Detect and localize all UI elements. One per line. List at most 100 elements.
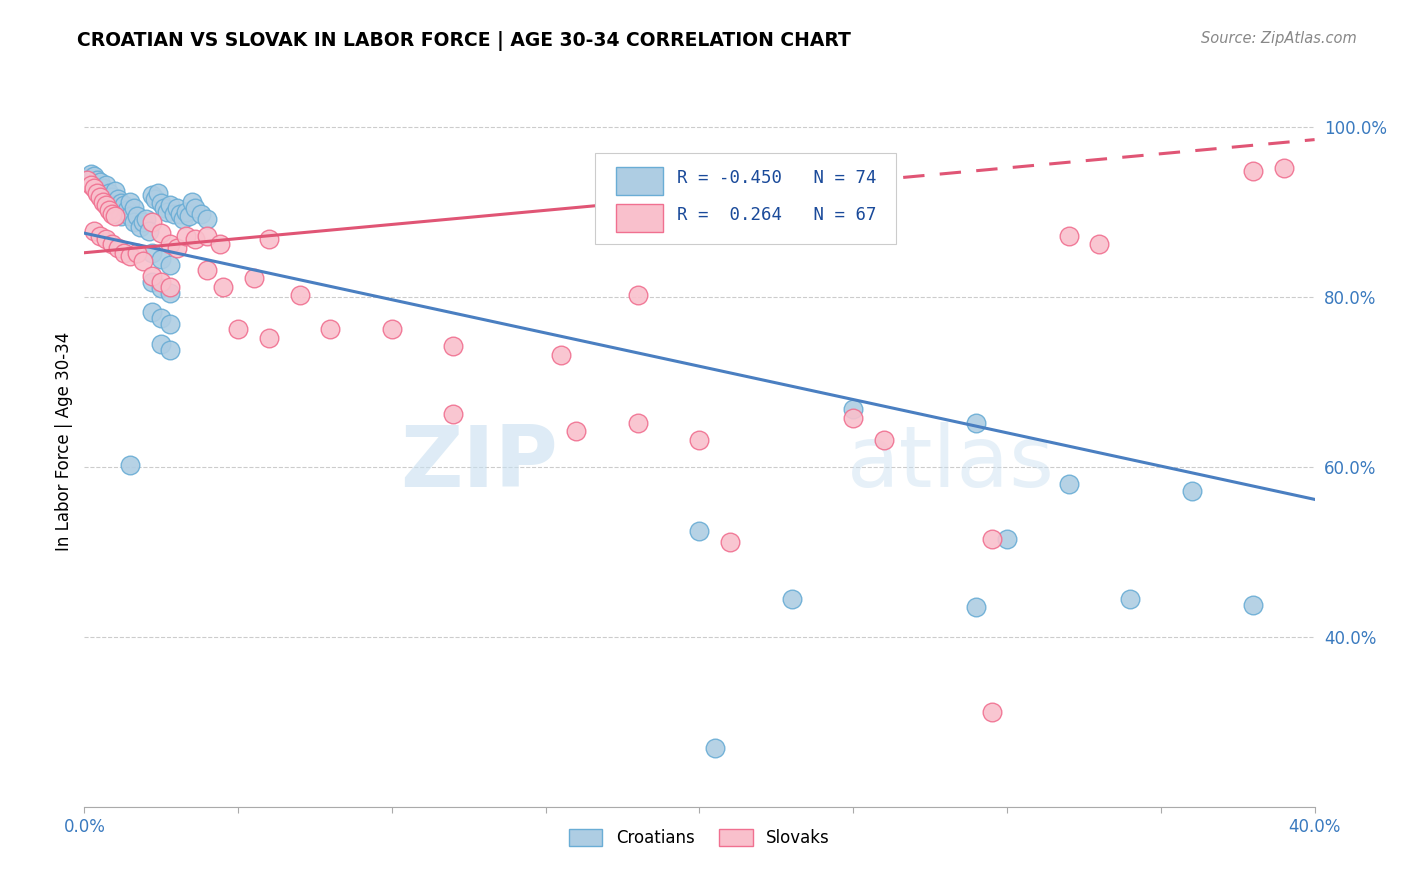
Point bbox=[125, 209, 148, 223]
Point bbox=[873, 433, 896, 447]
Point bbox=[689, 433, 711, 447]
Point bbox=[1181, 483, 1204, 498]
Point bbox=[1241, 598, 1264, 612]
Point bbox=[226, 322, 249, 336]
Point bbox=[94, 178, 117, 192]
Point bbox=[79, 178, 101, 192]
Point bbox=[1088, 237, 1111, 252]
Point bbox=[166, 201, 188, 215]
Point bbox=[381, 322, 404, 336]
Point bbox=[965, 600, 987, 615]
Point bbox=[980, 705, 1002, 719]
Point bbox=[627, 416, 650, 430]
Point bbox=[141, 275, 163, 289]
Point bbox=[780, 591, 803, 606]
Text: Source: ZipAtlas.com: Source: ZipAtlas.com bbox=[1201, 31, 1357, 46]
Point bbox=[1241, 164, 1264, 178]
Point bbox=[120, 209, 142, 223]
Point bbox=[117, 203, 139, 218]
Point bbox=[159, 237, 181, 252]
Point bbox=[150, 196, 173, 211]
Bar bbox=[616, 203, 662, 232]
Point bbox=[443, 339, 465, 353]
Point bbox=[197, 211, 219, 226]
Point bbox=[110, 209, 132, 223]
Point bbox=[150, 226, 173, 240]
Point bbox=[83, 169, 105, 184]
Point bbox=[98, 186, 120, 201]
Point bbox=[174, 228, 197, 243]
Point bbox=[79, 167, 101, 181]
Point bbox=[257, 232, 280, 246]
Text: CROATIAN VS SLOVAK IN LABOR FORCE | AGE 30-34 CORRELATION CHART: CROATIAN VS SLOVAK IN LABOR FORCE | AGE … bbox=[77, 31, 851, 51]
Point bbox=[122, 215, 145, 229]
FancyBboxPatch shape bbox=[595, 153, 897, 244]
Point bbox=[159, 285, 181, 300]
Text: R =  0.264   N = 67: R = 0.264 N = 67 bbox=[678, 206, 877, 224]
Point bbox=[159, 343, 181, 357]
Point bbox=[148, 186, 170, 201]
Point bbox=[89, 187, 111, 202]
Point bbox=[153, 201, 176, 215]
Point bbox=[718, 535, 741, 549]
Point bbox=[565, 425, 588, 439]
Point bbox=[89, 175, 111, 189]
Point bbox=[143, 192, 166, 206]
Point bbox=[842, 402, 865, 417]
Point bbox=[86, 172, 108, 186]
Point bbox=[211, 279, 233, 293]
Point bbox=[141, 245, 163, 260]
Point bbox=[112, 245, 135, 260]
Point bbox=[89, 228, 111, 243]
Point bbox=[135, 211, 157, 226]
Point bbox=[550, 348, 572, 362]
Point bbox=[122, 201, 145, 215]
Point bbox=[995, 533, 1018, 547]
Point bbox=[104, 198, 127, 212]
Point bbox=[101, 237, 124, 252]
Point bbox=[197, 228, 219, 243]
Point bbox=[120, 194, 142, 209]
Point bbox=[94, 198, 117, 212]
Point bbox=[150, 252, 173, 266]
Point bbox=[141, 268, 163, 283]
Point bbox=[89, 189, 111, 203]
Point bbox=[128, 220, 150, 235]
Point bbox=[627, 288, 650, 302]
Point bbox=[174, 205, 197, 219]
Point bbox=[257, 331, 280, 345]
Point bbox=[98, 201, 120, 215]
Point bbox=[1057, 228, 1080, 243]
Point bbox=[288, 288, 311, 302]
Point bbox=[98, 203, 120, 218]
Point bbox=[107, 241, 129, 255]
Point bbox=[141, 215, 163, 229]
Point bbox=[101, 206, 124, 220]
Point bbox=[83, 181, 105, 195]
Point bbox=[190, 206, 212, 220]
Point bbox=[319, 322, 342, 336]
Point bbox=[150, 311, 173, 326]
Point bbox=[169, 206, 191, 220]
Point bbox=[150, 275, 173, 289]
Text: atlas: atlas bbox=[848, 422, 1054, 505]
Point bbox=[162, 206, 184, 220]
Point bbox=[181, 194, 204, 209]
Point bbox=[91, 192, 114, 206]
Point bbox=[141, 187, 163, 202]
Point bbox=[101, 189, 124, 203]
Point bbox=[159, 198, 181, 212]
Point bbox=[197, 262, 219, 277]
Point bbox=[156, 205, 179, 219]
Point bbox=[159, 279, 181, 293]
Point bbox=[184, 232, 207, 246]
Point bbox=[83, 179, 105, 194]
Point bbox=[208, 237, 231, 252]
Point bbox=[112, 198, 135, 212]
Point bbox=[150, 336, 173, 351]
Point bbox=[132, 254, 155, 268]
Text: ZIP: ZIP bbox=[401, 422, 558, 505]
Point bbox=[980, 533, 1002, 547]
Point bbox=[159, 258, 181, 272]
Point bbox=[101, 205, 124, 219]
